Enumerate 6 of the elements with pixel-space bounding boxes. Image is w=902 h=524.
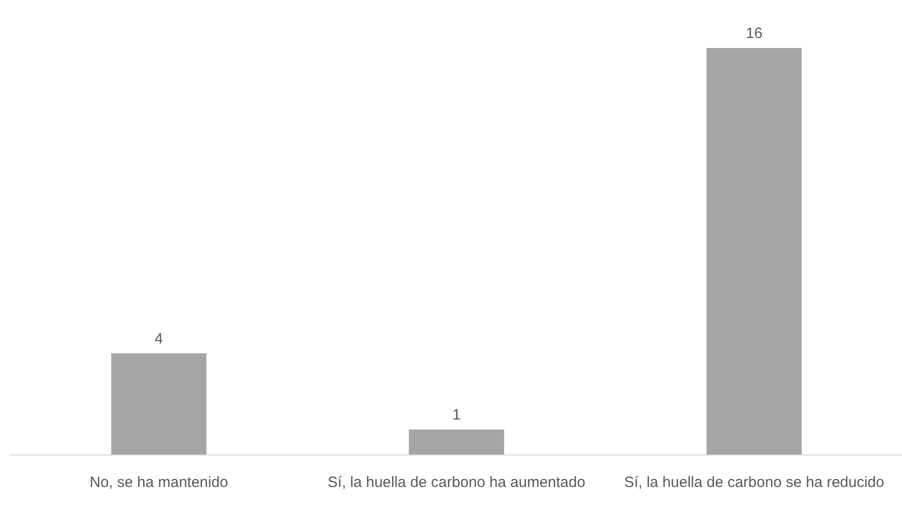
data-label: 4 [154, 330, 164, 348]
data-label: 16 [746, 25, 763, 42]
x-tick-label: Sí, la huella de carbono se ha reducido [624, 474, 884, 491]
x-tick-label: Sí, la huella de carbono ha aumentado [328, 474, 586, 491]
x-tick-label: No, se ha mantenido [90, 474, 228, 491]
data-label: 1 [452, 406, 461, 424]
